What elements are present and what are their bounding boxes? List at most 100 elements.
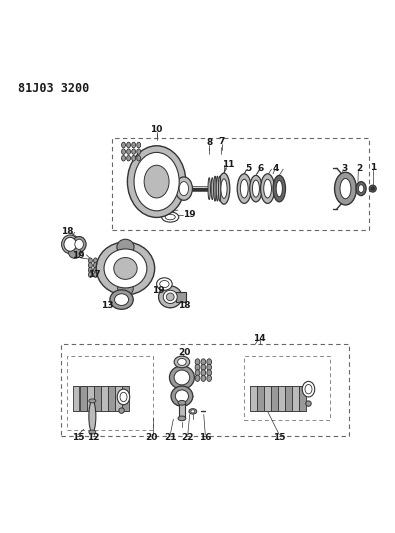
Text: 5: 5 [245,164,251,173]
Ellipse shape [207,364,211,370]
Ellipse shape [218,173,230,204]
Ellipse shape [72,237,86,252]
Ellipse shape [163,290,177,303]
Ellipse shape [340,179,351,199]
Ellipse shape [195,375,200,382]
Text: 81J03 3200: 81J03 3200 [18,82,90,94]
Ellipse shape [132,156,135,161]
Ellipse shape [250,175,262,202]
Text: 14: 14 [254,334,266,343]
Bar [285,386,292,411]
Ellipse shape [156,278,172,290]
Ellipse shape [134,152,179,211]
Ellipse shape [207,375,211,382]
Ellipse shape [118,281,133,296]
Ellipse shape [201,375,206,382]
Ellipse shape [88,267,92,273]
Bar [278,386,285,411]
Bar [87,386,94,411]
Ellipse shape [174,370,190,385]
Ellipse shape [175,177,192,200]
Ellipse shape [195,364,200,370]
Text: 19: 19 [152,286,165,295]
Bar [179,403,185,418]
Ellipse shape [117,389,130,405]
Text: 17: 17 [88,270,101,279]
Ellipse shape [94,272,98,277]
Bar [244,356,330,421]
Ellipse shape [99,267,102,273]
Ellipse shape [208,177,211,199]
Ellipse shape [110,290,133,309]
Ellipse shape [175,390,188,402]
Bar [101,386,107,411]
Ellipse shape [144,165,169,198]
Bar [108,386,115,411]
Ellipse shape [94,258,98,263]
Ellipse shape [120,392,127,402]
Ellipse shape [179,182,188,196]
Ellipse shape [252,180,260,197]
Bar [264,386,271,411]
Text: 8: 8 [206,138,212,147]
Bar [73,386,79,411]
Ellipse shape [201,359,206,365]
Ellipse shape [201,370,206,376]
Ellipse shape [358,185,364,192]
Ellipse shape [75,239,83,249]
Text: 16: 16 [199,433,212,441]
Ellipse shape [214,176,216,201]
Ellipse shape [117,239,134,255]
Ellipse shape [195,370,200,376]
Bar [94,386,101,411]
Bar [292,386,299,411]
Bar [250,386,257,411]
Bar [122,386,128,411]
Ellipse shape [211,177,213,199]
Ellipse shape [276,181,282,197]
Ellipse shape [69,247,81,259]
Ellipse shape [221,179,227,198]
Ellipse shape [122,142,126,148]
Ellipse shape [162,212,179,222]
Text: 11: 11 [222,160,235,169]
Ellipse shape [96,242,155,295]
Bar [61,344,350,436]
Ellipse shape [305,384,312,394]
Text: 4: 4 [272,164,278,173]
Ellipse shape [122,149,126,155]
Ellipse shape [104,249,147,288]
Circle shape [371,187,375,191]
Text: 19: 19 [183,210,196,219]
Ellipse shape [89,401,96,432]
Ellipse shape [261,174,275,204]
Ellipse shape [137,149,141,155]
Ellipse shape [240,179,248,198]
Text: 6: 6 [258,164,264,173]
Ellipse shape [88,272,92,277]
Text: 18: 18 [61,227,73,236]
Bar [115,386,122,411]
Ellipse shape [216,176,218,201]
Ellipse shape [264,179,271,198]
Ellipse shape [127,156,130,161]
Ellipse shape [99,263,102,268]
Text: 15: 15 [71,433,84,441]
Ellipse shape [191,410,195,413]
Ellipse shape [62,235,79,254]
Bar [271,386,278,411]
Ellipse shape [132,142,135,148]
Ellipse shape [178,358,186,366]
Ellipse shape [166,293,174,301]
Ellipse shape [115,294,128,305]
Ellipse shape [89,399,96,403]
Ellipse shape [218,176,221,201]
Text: 7: 7 [219,138,225,147]
Bar [257,386,264,411]
Ellipse shape [137,156,141,161]
Ellipse shape [132,149,135,155]
Ellipse shape [88,263,92,268]
Ellipse shape [94,267,98,273]
Ellipse shape [160,280,169,287]
Text: 20: 20 [145,433,158,441]
